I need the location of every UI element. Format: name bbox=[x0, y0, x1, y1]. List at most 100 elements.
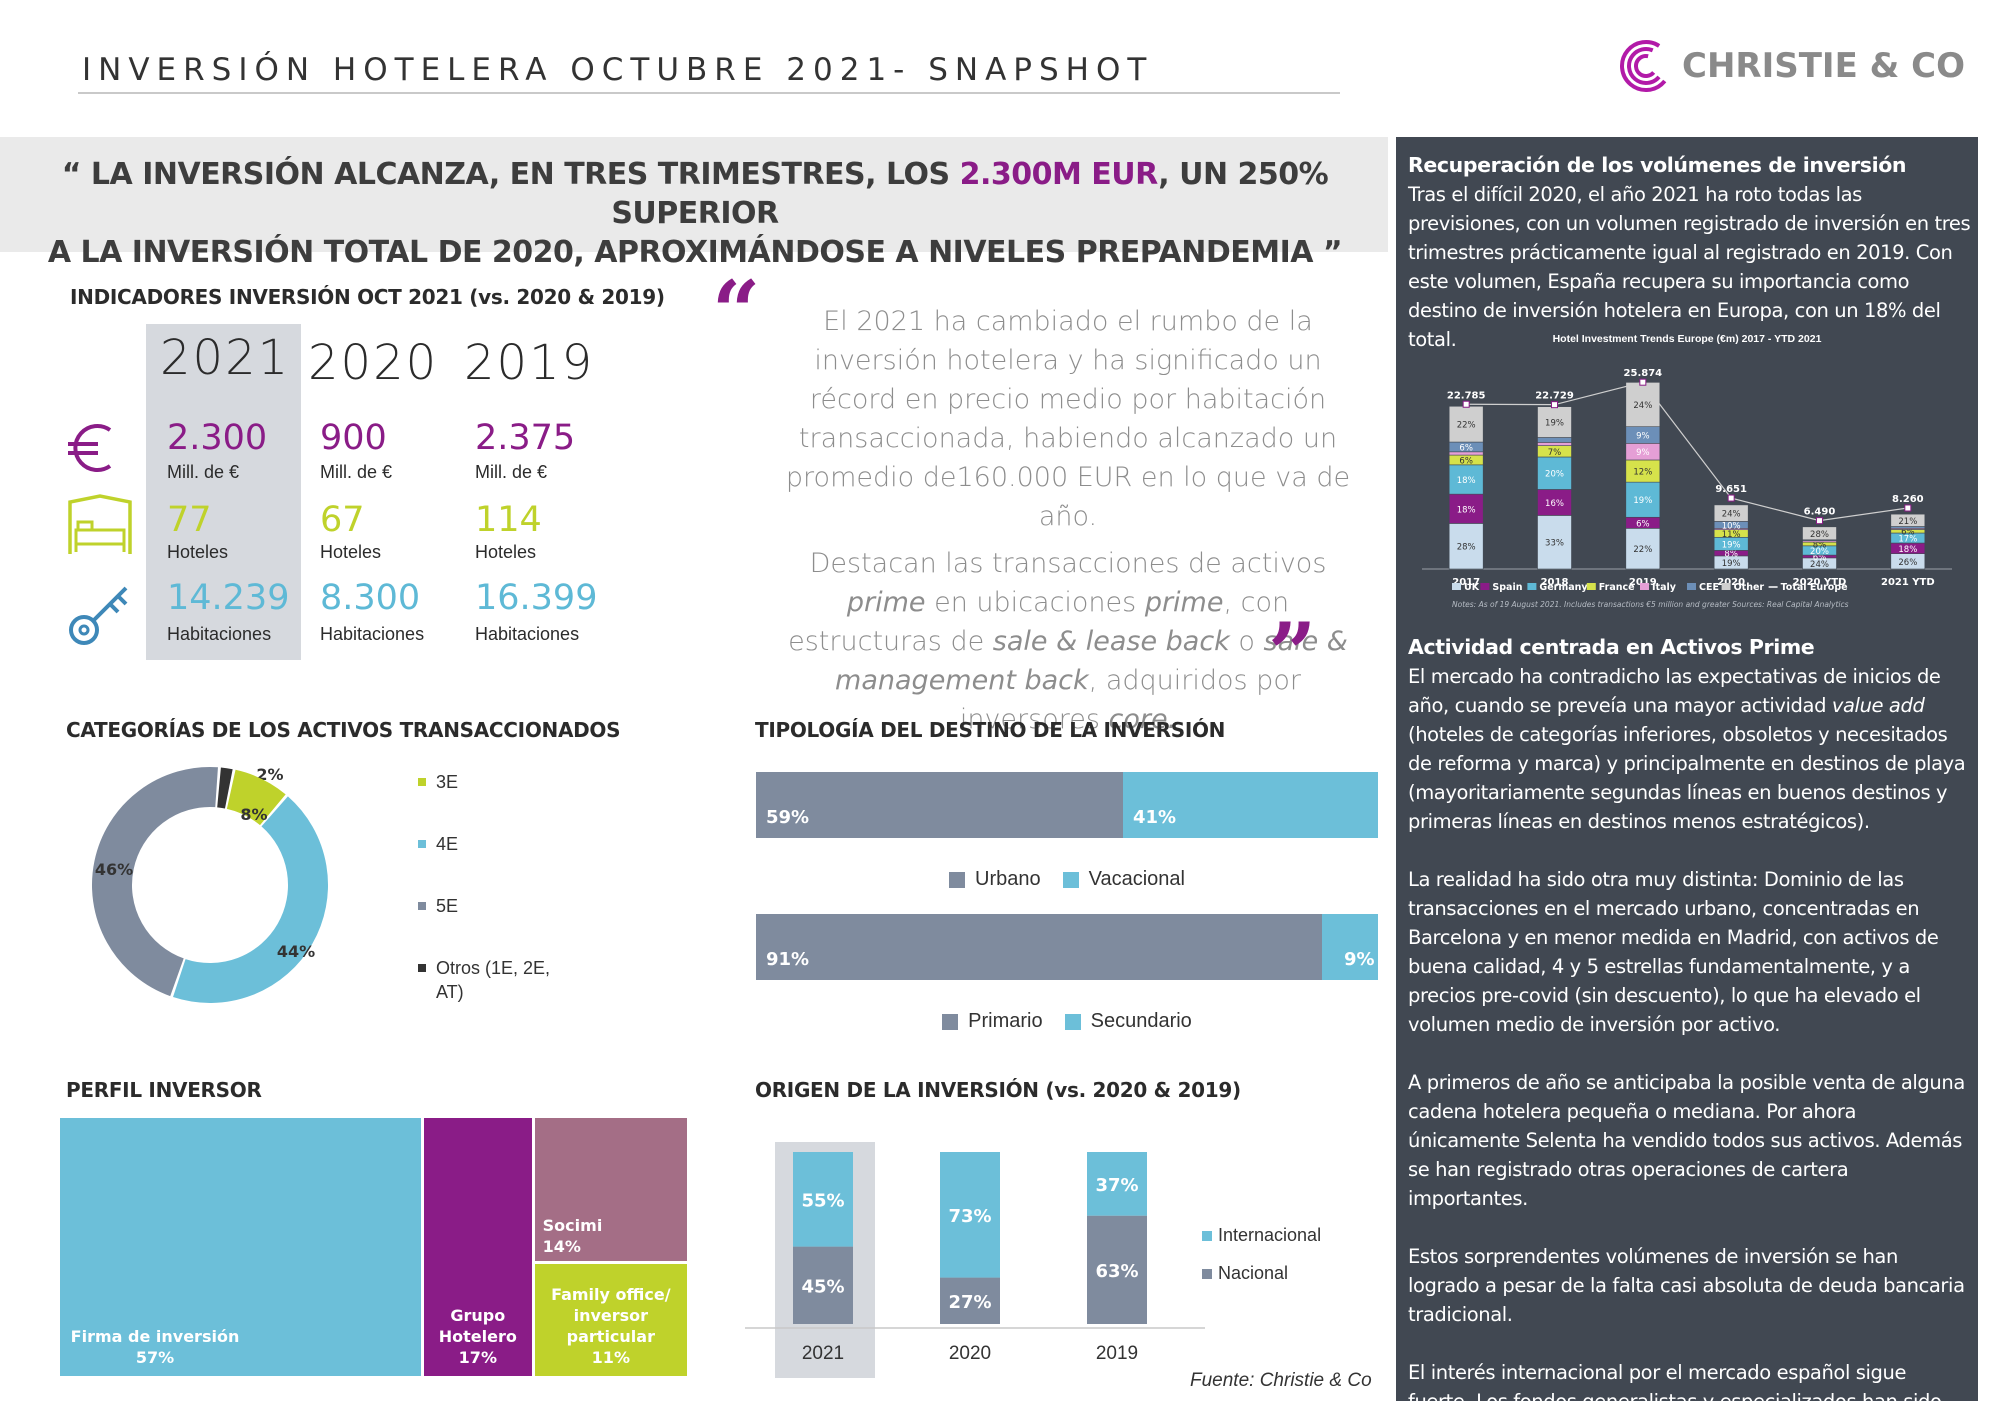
quote-paragraph-2: Destacan las transacciones de activos pr… bbox=[788, 548, 1348, 735]
legend-swatch bbox=[418, 778, 426, 786]
europe-total-marker bbox=[1904, 504, 1912, 512]
europe-legend-spain: Spain bbox=[1492, 582, 1522, 593]
origen-label-internacional-2019: 37% bbox=[1095, 1175, 1138, 1196]
europe-seg-label: 20% bbox=[1545, 470, 1564, 480]
bar-label-secundario: 9% bbox=[1344, 949, 1375, 970]
origen-bar-nacional-2021 bbox=[793, 1246, 853, 1324]
europe-seg-label: 20% bbox=[1810, 547, 1829, 557]
donut-label-3e: 8% bbox=[240, 805, 267, 824]
rooms-2021-unit: Habitaciones bbox=[167, 624, 272, 644]
europe-legend-swatch bbox=[1721, 583, 1731, 590]
panel-paragraph-4: A primeros de año se anticipaba la posib… bbox=[1408, 1071, 1965, 1210]
euro-icon bbox=[68, 424, 112, 472]
hotels-2020-unit: Hoteles bbox=[320, 542, 382, 562]
legend-label: Primario bbox=[968, 1010, 1043, 1032]
panel-paragraph-2: El mercado ha contradicho las expectativ… bbox=[1408, 665, 1966, 833]
origen-bar-nacional-2019 bbox=[1087, 1215, 1147, 1324]
perfil-treemap: Firma de inversión 57% Grupo Hotelero 17% So… bbox=[60, 1118, 687, 1376]
invest-2020-value: 900 bbox=[320, 418, 387, 458]
panel-paragraph-3: La realidad ha sido otra muy distinta: D… bbox=[1408, 868, 1939, 1036]
europe-seg-label: 22% bbox=[1633, 545, 1652, 555]
legend-label: Nacional bbox=[1218, 1263, 1289, 1283]
europe-seg-cee-2018 bbox=[1537, 437, 1572, 443]
europe-seg-label: 6% bbox=[1636, 519, 1650, 529]
page-title: INVERSIÓN HOTELERA OCTUBRE 2021- SNAPSHO… bbox=[82, 52, 1154, 88]
europe-chart: Hotel Investment Trends Europe (€m) 2017… bbox=[1412, 333, 1962, 629]
europe-seg-label: 7% bbox=[1548, 448, 1562, 458]
legend-item-internacional: Internacional bbox=[1202, 1225, 1352, 1246]
invest-2019-value: 2.375 bbox=[475, 418, 576, 458]
legend-swatch bbox=[942, 1013, 959, 1030]
europe-seg-label: 19% bbox=[1722, 559, 1741, 569]
europe-seg-italy-2018 bbox=[1537, 442, 1572, 446]
europe-seg-label: 18% bbox=[1457, 505, 1476, 515]
bed-icon bbox=[68, 494, 132, 554]
legend-swatch bbox=[418, 902, 426, 910]
origen-bar-internacional-2020 bbox=[940, 1152, 1000, 1278]
treemap-value: 17% bbox=[458, 1348, 497, 1367]
europe-seg-label: 22% bbox=[1457, 421, 1476, 431]
headline-highlight: 2.300M EUR bbox=[959, 157, 1159, 192]
europe-legend-swatch bbox=[1640, 583, 1649, 590]
europe-seg-label: 12% bbox=[1633, 468, 1652, 478]
legend-label: 3E bbox=[436, 772, 459, 792]
legend-label: 4E bbox=[436, 834, 459, 854]
legend-item-otros: Otros (1E, 2E, AT) bbox=[418, 956, 578, 1004]
europe-legend-uk: UK bbox=[1464, 582, 1480, 593]
hotels-2019-value: 114 bbox=[475, 500, 542, 540]
europe-seg-uk-2017 bbox=[1448, 523, 1484, 570]
origen-category-2021: 2021 bbox=[802, 1343, 844, 1364]
europe-total-2020-YTD: 6.490 bbox=[1804, 507, 1836, 518]
europe-category-2017: 2017 bbox=[1452, 577, 1480, 588]
key-icon bbox=[69, 586, 128, 645]
rooms-2021-value: 14.239 bbox=[167, 578, 290, 618]
europe-seg-label: 6% bbox=[1459, 456, 1473, 466]
europe-seg-label: 33% bbox=[1545, 539, 1564, 549]
treemap-firma: Firma de inversión 57% bbox=[60, 1118, 421, 1376]
invest-2021-value: 2.300 bbox=[167, 418, 268, 458]
legend-swatch bbox=[949, 871, 966, 888]
europe-legend-italy: Italy bbox=[1652, 582, 1677, 593]
europe-seg-label: 28% bbox=[1810, 530, 1829, 540]
origen-label-nacional-2019: 63% bbox=[1095, 1261, 1138, 1282]
europe-seg-label: 9% bbox=[1636, 432, 1650, 442]
legend-label: Internacional bbox=[1218, 1225, 1322, 1245]
europe-seg-label: 28% bbox=[1457, 543, 1476, 553]
panel-heading-1: Recuperación de los volúmenes de inversi… bbox=[1408, 153, 1907, 177]
treemap-name: Firma de inversión bbox=[70, 1327, 240, 1346]
legend-item-urbano: Urbano bbox=[949, 868, 1041, 891]
legend-label: Vacacional bbox=[1088, 868, 1185, 890]
close-quote-icon: ” bbox=[1268, 604, 1317, 703]
europe-total-2019: 25.874 bbox=[1624, 368, 1663, 379]
europe-seg-label: 26% bbox=[1898, 558, 1917, 568]
legend-swatch bbox=[1062, 871, 1079, 888]
source-note: Fuente: Christie & Co bbox=[1190, 1370, 1372, 1391]
europe-total-marker bbox=[1551, 401, 1558, 409]
europe-legend-swatch bbox=[1586, 583, 1596, 590]
legend-item-nacional: Nacional bbox=[1202, 1263, 1352, 1284]
europe-seg-label: 17% bbox=[1898, 535, 1917, 545]
headline-part: “ LA INVERSIÓN ALCANZA, EN TRES TRIMESTR… bbox=[61, 157, 960, 192]
treemap-label: Socimi 14% bbox=[535, 1215, 687, 1257]
origen-category-2019: 2019 bbox=[1096, 1343, 1138, 1364]
quote-paragraph-1: El 2021 ha cambiado el rumbo de la inver… bbox=[785, 306, 1351, 532]
panel-paragraph-5: Estos sorprendentes volúmenes de inversi… bbox=[1408, 1245, 1965, 1326]
bar-label-primario: 91% bbox=[766, 949, 810, 970]
legend-label: Urbano bbox=[975, 868, 1041, 890]
legend-label: Secundario bbox=[1090, 1010, 1192, 1032]
europe-seg-other-2019 bbox=[1625, 382, 1661, 427]
rooms-2019-value: 16.399 bbox=[475, 578, 598, 618]
europe-seg-label: 16% bbox=[1545, 499, 1564, 509]
treemap-name: Grupo Hotelero bbox=[438, 1306, 517, 1346]
panel-section-1: Recuperación de los volúmenes de inversi… bbox=[1408, 151, 1973, 354]
donut-slice-3e bbox=[226, 769, 286, 826]
quote-block: El 2021 ha cambiado el rumbo de la inver… bbox=[768, 302, 1368, 739]
christie-logo-icon bbox=[1620, 40, 1672, 92]
europe-seg-label: 6% bbox=[1901, 528, 1915, 538]
treemap-value: 11% bbox=[591, 1347, 630, 1367]
bar-segment-vacacional bbox=[1122, 772, 1378, 838]
origen-heading: ORIGEN DE LA INVERSIÓN (vs. 2020 & 2019) bbox=[755, 1078, 1241, 1102]
legend-label: Otros (1E, 2E, AT) bbox=[436, 958, 551, 1002]
invest-2019-unit: Mill. de € bbox=[475, 462, 548, 482]
legend-swatch bbox=[418, 964, 426, 972]
